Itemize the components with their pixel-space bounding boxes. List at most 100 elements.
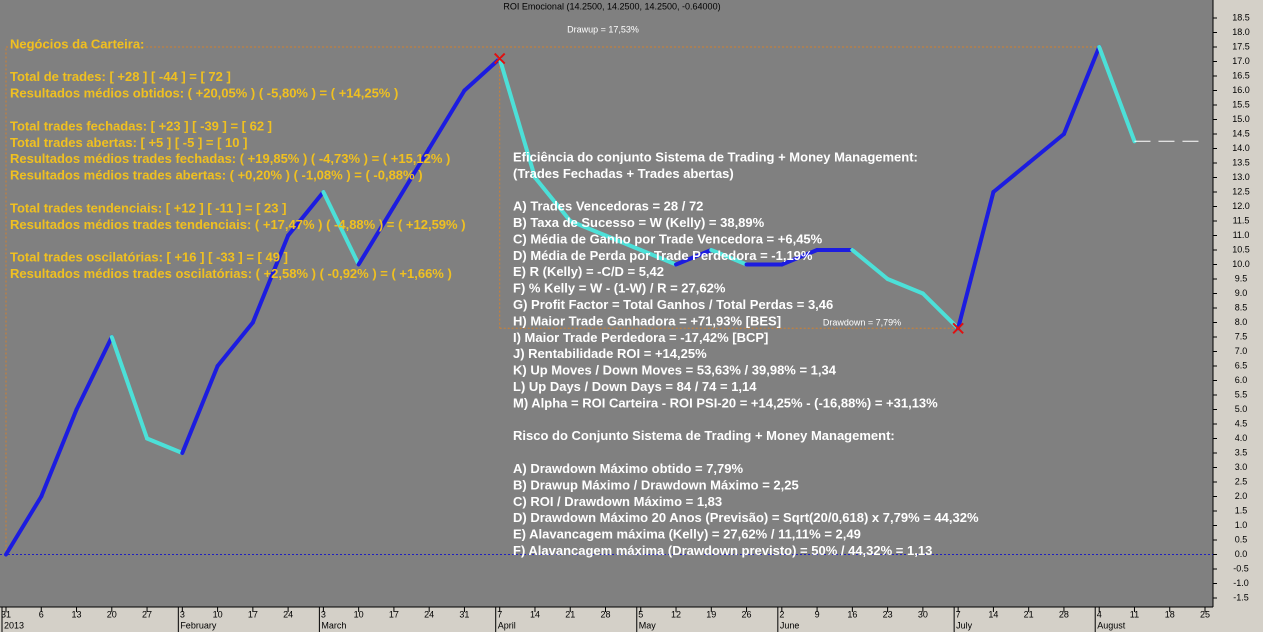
x-tick-label: 24 [424,609,434,619]
note-line: C) Média de Ganho por Trade Vencedora = … [513,231,823,246]
note-line: J) Rentabilidade ROI = +14,25% [513,346,707,361]
x-tick-label: 7 [956,609,961,619]
roi-segment [109,335,150,441]
note-line: Total trades fechadas: [ +23 ] [ -39 ] =… [10,118,272,133]
note-line: F) % Kelly = W - (1-W) / R = 27,62% [513,281,726,296]
note-line: K) Up Moves / Down Moves = 53,63% / 39,9… [513,363,837,378]
x-tick-label: 10 [213,609,223,619]
drawdown-label: Drawdown = 7,79% [823,317,901,327]
x-tick-label: 12 [671,609,681,619]
extreme-marker [493,52,506,65]
y-tick-label: 15.5 [1232,99,1250,109]
note-line: Negócios da Carteira: [10,36,144,51]
roi-segment [356,204,396,267]
y-tick-label: 3.0 [1235,462,1248,472]
note-line: B) Drawup Máximo / Drawdown Máximo = 2,2… [513,477,799,492]
x-tick-label: 10 [354,609,364,619]
y-tick-label: -1.5 [1233,592,1249,602]
x-tick-label: 13 [72,609,82,619]
x-tick-label: 14 [988,609,998,619]
x-tick-label: 19 [706,609,716,619]
y-tick-label: 9.0 [1235,288,1248,298]
month-label: July [956,620,973,630]
y-tick-label: 13.5 [1232,157,1250,167]
roi-segment [145,436,185,455]
note-line: M) Alpha = ROI Carteira - ROI PSI-20 = +… [513,395,938,410]
roi-segment [180,364,220,455]
roi-segment [674,248,714,267]
y-tick-label: 16.5 [1232,70,1250,80]
note-line: F) Alavancagem máxima (Drawdown previsto… [513,543,932,558]
month-label: 2013 [4,620,24,630]
note-line: Resultados médios trades oscilatórias: (… [10,266,452,281]
x-tick-label: 7 [497,609,502,619]
y-tick-label: 9.5 [1235,273,1248,283]
note-line: Total trades oscilatórias: [ +16 ] [ -33… [10,250,288,265]
y-tick-label: 7.0 [1235,346,1248,356]
note-line: E) R (Kelly) = -C/D = 5,42 [513,264,664,279]
roi-segment [885,277,925,296]
y-tick-label: 3.5 [1235,447,1248,457]
note-line: D) Média de Perda por Trade Perdedora = … [513,248,813,263]
roi-segment [532,175,573,223]
y-tick-label: 16.0 [1232,85,1250,95]
note-line: I) Maior Trade Perdedora = -17,42% [BCP] [513,330,768,345]
y-tick-label: 4.5 [1235,418,1248,428]
x-tick-label: 27 [142,609,152,619]
y-tick-label: 1.0 [1235,520,1248,530]
roi-segment [391,146,432,209]
roi-segment [991,161,1031,194]
chart-title: ROI Emocional (14.2500, 14.2500, 14.2500… [503,1,720,11]
x-tick-label: 4 [1097,609,1102,619]
x-tick-label: 28 [1059,609,1069,619]
roi-segment [74,335,114,412]
note-line: Total trades tendenciais: [ +12 ] [ -11 … [10,200,286,215]
roi-segment [250,233,291,325]
y-tick-label: 0.0 [1235,549,1248,559]
y-tick-label: 7.5 [1235,331,1248,341]
note-line: G) Profit Factor = Total Ganhos / Total … [513,297,833,312]
roi-segment [286,190,326,238]
y-tick-label: 13.0 [1232,172,1250,182]
roi-segment [1061,45,1102,136]
x-tick-label: 16 [847,609,857,619]
y-tick-label: 15.0 [1232,114,1250,124]
x-tick-label: 24 [283,609,293,619]
y-tick-label: 12.0 [1232,201,1250,211]
x-tick-label: 9 [815,609,820,619]
x-tick-label: 25 [1200,609,1210,619]
y-tick-label: 2.5 [1235,476,1248,486]
roi-segment [1026,132,1066,165]
y-tick-label: 0.5 [1235,534,1248,544]
y-tick-label: 11.0 [1233,230,1250,240]
note-line: B) Taxa de Sucesso = W (Kelly) = 38,89% [513,215,765,230]
month-label: August [1097,620,1126,630]
x-tick-label: 11 [1130,609,1139,619]
y-tick-label: 6.0 [1235,375,1248,385]
month-label: June [780,620,800,630]
roi-segment [568,219,608,238]
y-tick-label: 2.0 [1235,491,1248,501]
month-label: February [180,620,217,630]
note-line: Total de trades: [ +28 ] [ -44 ] = [ 72 … [10,69,231,84]
y-tick-label: 10.5 [1232,244,1250,254]
note-line: (Trades Fechadas + Trades abertas) [513,166,734,181]
month-label: April [498,620,516,630]
roi-segment [1097,45,1137,144]
note-line: Eficiência do conjunto Sistema de Tradin… [513,149,918,164]
x-tick-label: 17 [248,609,258,619]
x-tick-label: 6 [39,609,44,619]
y-tick-label: 4.0 [1235,433,1248,443]
x-tick-label: 28 [600,609,610,619]
y-tick-label: 14.5 [1232,128,1250,138]
roi-segment [779,248,820,267]
y-tick-label: 17.5 [1232,41,1250,51]
x-tick-label: 31 [459,609,469,619]
note-line: A) Drawdown Máximo obtido = 7,79% [513,461,743,476]
x-tick-label: 3 [180,609,185,619]
y-tick-label: 1.5 [1235,505,1248,515]
extreme-marker [952,322,964,335]
y-tick-label: 18.5 [1232,12,1250,22]
y-tick-label: 5.0 [1235,404,1248,414]
